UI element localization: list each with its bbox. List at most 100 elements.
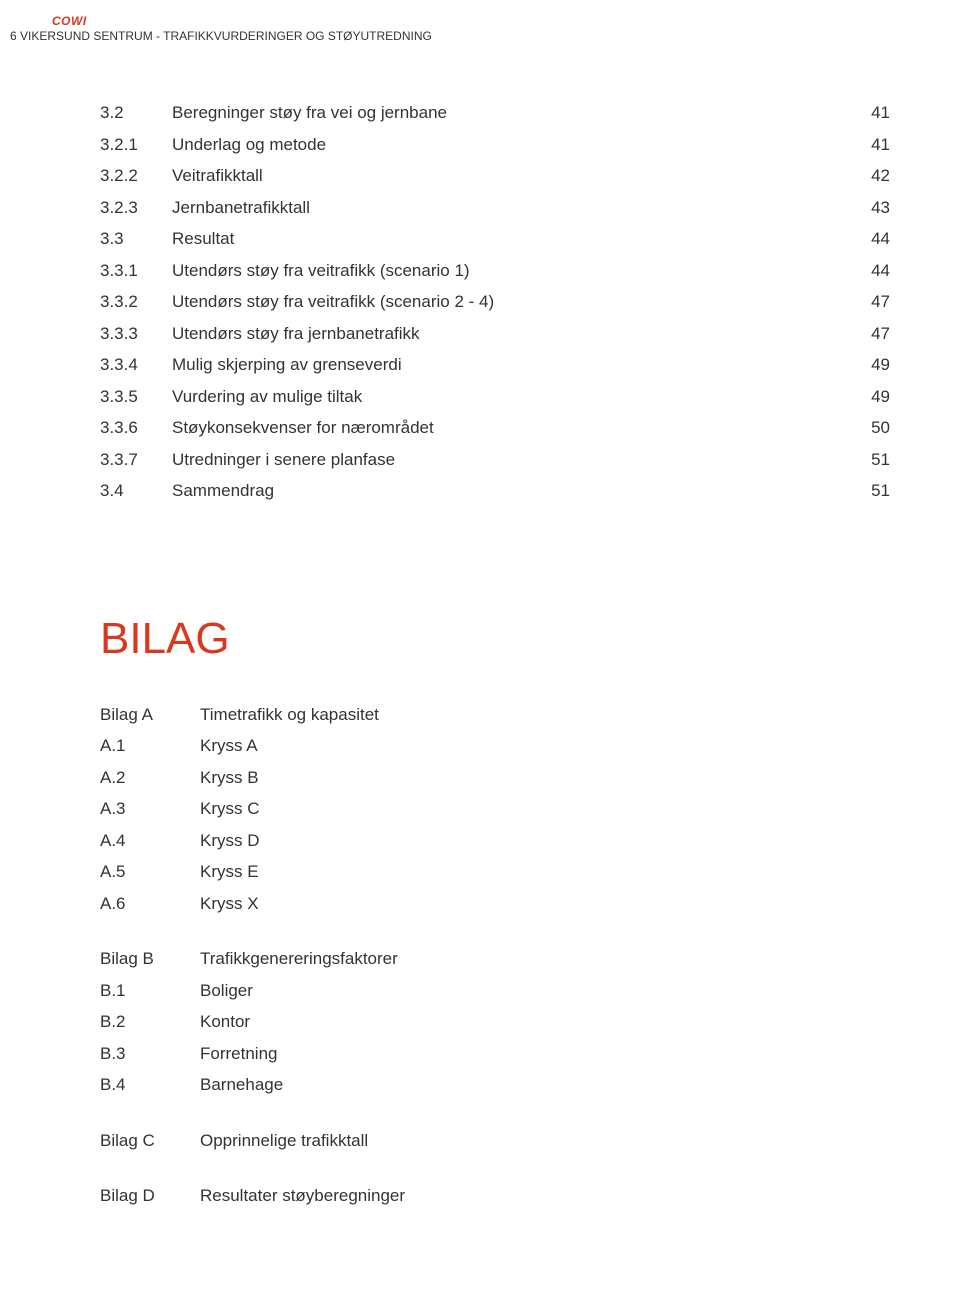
bilag-title-text: Kontor: [200, 1009, 250, 1035]
bilag-number: Bilag D: [100, 1183, 200, 1209]
toc-row-left: 3.3.2Utendørs støy fra veitrafikk (scena…: [100, 289, 494, 315]
toc-row-left: 3.3.3Utendørs støy fra jernbanetrafikk: [100, 321, 420, 347]
toc-row: 3.3.3Utendørs støy fra jernbanetrafikk 47: [100, 321, 890, 347]
toc-page: 47: [860, 321, 890, 347]
toc-row: 3.3.1Utendørs støy fra veitrafikk (scena…: [100, 258, 890, 284]
toc-title: Utredninger i senere planfase: [172, 447, 395, 473]
logo: COWI: [52, 14, 432, 28]
bilag-title-text: Kryss E: [200, 859, 259, 885]
toc-title: Resultat: [172, 226, 234, 252]
bilag-row: A.2Kryss B: [100, 765, 890, 791]
toc-title: Utendørs støy fra veitrafikk (scenario 2…: [172, 289, 494, 315]
toc-number: 3.2.1: [100, 132, 172, 158]
bilag-row: A.5Kryss E: [100, 859, 890, 885]
bilag-title-text: Resultater støyberegninger: [200, 1183, 405, 1209]
bilag-heading: BILAG: [100, 614, 890, 664]
bilag-group: Bilag ATimetrafikk og kapasitetA.1Kryss …: [100, 702, 890, 917]
toc-number: 3.3: [100, 226, 172, 252]
bilag-row: Bilag ATimetrafikk og kapasitet: [100, 702, 890, 728]
toc-page: 51: [860, 478, 890, 504]
toc-title: Veitrafikktall: [172, 163, 263, 189]
toc-title: Sammendrag: [172, 478, 274, 504]
bilag-title-text: Kryss D: [200, 828, 260, 854]
toc-title: Støykonsekvenser for nærområdet: [172, 415, 434, 441]
bilag-title-text: Kryss X: [200, 891, 259, 917]
toc-row-left: 3.4Sammendrag: [100, 478, 274, 504]
toc-number: 3.3.2: [100, 289, 172, 315]
toc-page: 43: [860, 195, 890, 221]
bilag-group: Bilag BTrafikkgenereringsfaktorer B.1Boli…: [100, 946, 890, 1098]
toc-number: 3.3.6: [100, 415, 172, 441]
toc-row: 3.3Resultat 44: [100, 226, 890, 252]
toc-page: 44: [860, 258, 890, 284]
toc-number: 3.3.7: [100, 447, 172, 473]
bilag-row: Bilag BTrafikkgenereringsfaktorer: [100, 946, 890, 972]
document-title: 6 VIKERSUND SENTRUM - TRAFIKKVURDERINGER…: [10, 29, 432, 43]
bilag-row: B.2Kontor: [100, 1009, 890, 1035]
toc-number: 3.2: [100, 100, 172, 126]
bilag-title-text: Timetrafikk og kapasitet: [200, 702, 379, 728]
toc-row: 3.2.2Veitrafikktall 42: [100, 163, 890, 189]
toc-title: Utendørs støy fra veitrafikk (scenario 1…: [172, 258, 470, 284]
bilag-row: B.3Forretning: [100, 1041, 890, 1067]
toc-number: 3.3.3: [100, 321, 172, 347]
bilag-group: Bilag DResultater støyberegninger: [100, 1183, 890, 1209]
bilag-row: A.1Kryss A: [100, 733, 890, 759]
toc-page: 41: [860, 100, 890, 126]
toc-number: 3.3.1: [100, 258, 172, 284]
toc-number: 3.2.3: [100, 195, 172, 221]
toc-row: 3.4Sammendrag 51: [100, 478, 890, 504]
bilag-number: A.3: [100, 796, 200, 822]
toc-page: 44: [860, 226, 890, 252]
toc-page: 41: [860, 132, 890, 158]
toc-row: 3.3.4Mulig skjerping av grenseverdi 49: [100, 352, 890, 378]
toc-title: Beregninger støy fra vei og jernbane: [172, 100, 447, 126]
page-header: COWI 6 VIKERSUND SENTRUM - TRAFIKKVURDER…: [10, 14, 432, 43]
bilag-title-text: Kryss A: [200, 733, 258, 759]
toc-row-left: 3.3.7Utredninger i senere planfase: [100, 447, 395, 473]
bilag-row: A.6Kryss X: [100, 891, 890, 917]
bilag-title-text: Kryss B: [200, 765, 259, 791]
bilag-number: Bilag A: [100, 702, 200, 728]
toc-row: 3.2.3Jernbanetrafikktall 43: [100, 195, 890, 221]
toc-row: 3.3.7Utredninger i senere planfase51: [100, 447, 890, 473]
toc-row: 3.3.6Støykonsekvenser for nærområdet 50: [100, 415, 890, 441]
bilag-group: Bilag COpprinnelige trafikktall: [100, 1128, 890, 1154]
toc-row-left: 3.2.1Underlag og metode: [100, 132, 326, 158]
bilag-list: Bilag ATimetrafikk og kapasitetA.1Kryss …: [100, 702, 890, 1209]
toc-page: 42: [860, 163, 890, 189]
bilag-number: A.4: [100, 828, 200, 854]
toc-title: Utendørs støy fra jernbanetrafikk: [172, 321, 420, 347]
toc-page: 49: [860, 352, 890, 378]
toc-row-left: 3.3Resultat: [100, 226, 234, 252]
toc-row: 3.3.2Utendørs støy fra veitrafikk (scena…: [100, 289, 890, 315]
table-of-contents: 3.2Beregninger støy fra vei og jernbane 4…: [100, 100, 890, 504]
bilag-row: Bilag COpprinnelige trafikktall: [100, 1128, 890, 1154]
toc-page: 49: [860, 384, 890, 410]
bilag-row: A.4Kryss D: [100, 828, 890, 854]
toc-row: 3.2Beregninger støy fra vei og jernbane 4…: [100, 100, 890, 126]
toc-number: 3.2.2: [100, 163, 172, 189]
bilag-number: A.1: [100, 733, 200, 759]
bilag-number: A.6: [100, 891, 200, 917]
toc-row: 3.3.5Vurdering av mulige tiltak49: [100, 384, 890, 410]
bilag-title-text: Barnehage: [200, 1072, 283, 1098]
bilag-title-text: Boliger: [200, 978, 253, 1004]
bilag-title-text: Opprinnelige trafikktall: [200, 1128, 368, 1154]
bilag-row: A.3Kryss C: [100, 796, 890, 822]
toc-row-left: 3.2Beregninger støy fra vei og jernbane: [100, 100, 447, 126]
bilag-number: B.1: [100, 978, 200, 1004]
toc-number: 3.3.5: [100, 384, 172, 410]
toc-page: 50: [860, 415, 890, 441]
toc-row-left: 3.2.3Jernbanetrafikktall: [100, 195, 310, 221]
toc-title: Mulig skjerping av grenseverdi: [172, 352, 402, 378]
bilag-number: B.3: [100, 1041, 200, 1067]
bilag-title-text: Kryss C: [200, 796, 260, 822]
toc-row: 3.2.1Underlag og metode 41: [100, 132, 890, 158]
bilag-number: A.2: [100, 765, 200, 791]
toc-row-left: 3.2.2Veitrafikktall: [100, 163, 263, 189]
bilag-number: B.2: [100, 1009, 200, 1035]
toc-title: Underlag og metode: [172, 132, 326, 158]
toc-page: 47: [860, 289, 890, 315]
toc-number: 3.3.4: [100, 352, 172, 378]
